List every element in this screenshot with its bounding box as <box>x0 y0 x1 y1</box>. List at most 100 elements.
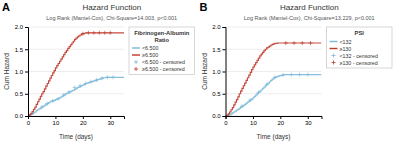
grid-line <box>28 71 124 72</box>
plot-area <box>226 41 322 116</box>
censored-mark <box>240 104 244 108</box>
y-axis: 0.00.51.01.52.0 <box>212 24 226 119</box>
legend-label: <6.500 - censored <box>142 59 185 65</box>
panel-label: B <box>200 1 208 13</box>
tick: 1.5 <box>212 47 225 53</box>
legend-item: ≥6.500 - censored <box>134 66 185 72</box>
censored-mark <box>284 41 288 45</box>
panel: 01020300.00.51.01.52.0Time (days)Cum Haz… <box>2 1 195 141</box>
censored-mark <box>309 41 313 45</box>
censored-marks <box>40 75 115 109</box>
grid-line <box>226 49 322 50</box>
tick: 30 <box>107 116 114 126</box>
censored-mark <box>103 31 107 35</box>
tick: 20 <box>278 116 285 126</box>
tick-mark <box>223 116 226 117</box>
x-axis: 0 10 20 30 <box>224 116 322 126</box>
x-axis-title: Time (days) <box>256 133 290 141</box>
censored-mark <box>289 73 293 77</box>
censored-mark <box>51 99 55 103</box>
tick-mark <box>55 116 56 119</box>
legend-symbol <box>132 47 140 48</box>
step-line <box>28 33 124 116</box>
censored-mark <box>73 86 77 90</box>
legend-label: ≥6.500 <box>142 52 158 58</box>
censored-mark <box>281 73 285 77</box>
censored-mark <box>273 75 277 79</box>
censored-marks <box>240 73 310 109</box>
censored-marks <box>284 41 313 45</box>
tick-mark <box>280 116 281 119</box>
censored-mark <box>100 76 104 80</box>
legend-item: <132 <box>330 39 352 45</box>
censored-mark <box>81 32 85 36</box>
legend-symbol <box>330 48 338 49</box>
tick-label: 1.5 <box>212 47 221 53</box>
chart: 0 10 20 30 0.0 0.5 1.0 1.5 2.0 Time (days) Cum Haz… <box>0 0 395 144</box>
tick-label: 0.5 <box>212 91 221 97</box>
panel: 01020300.00.51.01.52.0Time (days)Cum Haz… <box>200 1 393 141</box>
censored-mark <box>45 102 49 106</box>
subtitle: Log Rank (Mantel-Cox), Chi-Square=13.229… <box>244 15 375 21</box>
tick: 2.0 <box>15 24 28 30</box>
tick-mark <box>223 49 226 50</box>
legend-label: ≥130 <box>340 46 352 52</box>
censored-mark <box>78 84 82 88</box>
censored-mark <box>89 80 93 84</box>
tick-mark <box>25 72 28 73</box>
censored-mark <box>256 90 260 94</box>
legend-symbol <box>332 54 336 58</box>
tick-mark <box>83 116 84 119</box>
censored-mark <box>84 82 88 86</box>
tick: 0 <box>27 116 31 126</box>
grid-line <box>226 71 322 72</box>
legend-symbol <box>134 60 138 64</box>
censored-mark <box>298 73 302 77</box>
tick: 10 <box>250 116 257 126</box>
y-axis-title: Cum Hazard <box>201 53 208 90</box>
tick: 10 <box>53 116 60 126</box>
tick-label: 30 <box>305 120 312 126</box>
censored-mark <box>86 31 90 35</box>
step-line <box>226 75 322 116</box>
tick: 0.5 <box>15 91 28 97</box>
legend-item: <132 - censored <box>332 53 378 59</box>
tick-label: 20 <box>80 120 87 126</box>
tick: 1.0 <box>212 69 225 75</box>
legend-item: ≥130 <box>330 46 352 52</box>
title: Hazard Function <box>82 3 141 12</box>
tick: 0.5 <box>212 91 225 97</box>
tick-label: 1.0 <box>212 69 221 75</box>
legend-item: ≥6.500 <box>132 52 158 58</box>
censored-mark <box>306 73 310 77</box>
censored-mark <box>40 105 44 109</box>
tick: 0.0 <box>212 113 225 119</box>
censored-mark <box>265 82 269 86</box>
x-axis-line <box>29 117 125 120</box>
legend-title: Fibrinogen-AlbuminRatio <box>134 30 190 43</box>
censored-mark <box>111 75 115 79</box>
tick-mark <box>223 72 226 73</box>
legend-label: <6.500 <box>142 45 158 51</box>
tick-label: 2.0 <box>15 24 24 30</box>
tick-label: 0 <box>224 120 228 126</box>
legend-label: ≥130 - censored <box>340 60 378 66</box>
legend-item: <6.500 <box>132 45 158 51</box>
y-axis-line <box>25 28 29 117</box>
legend-symbol <box>330 41 338 42</box>
tick-mark <box>25 27 28 28</box>
step-line <box>28 77 124 116</box>
tick-label: 10 <box>53 120 60 126</box>
censored-mark <box>92 31 96 35</box>
tick-label: 0 <box>27 120 31 126</box>
grid-line <box>226 27 322 28</box>
tick-mark <box>223 27 226 28</box>
legend-symbol <box>332 61 336 65</box>
censored-mark <box>67 90 71 94</box>
censored-mark <box>56 97 60 101</box>
panel-label: A <box>2 1 10 13</box>
grid <box>28 27 124 116</box>
legend-frame <box>129 27 195 75</box>
tick: 1.5 <box>15 47 28 53</box>
tick-label: 1.5 <box>15 47 24 53</box>
